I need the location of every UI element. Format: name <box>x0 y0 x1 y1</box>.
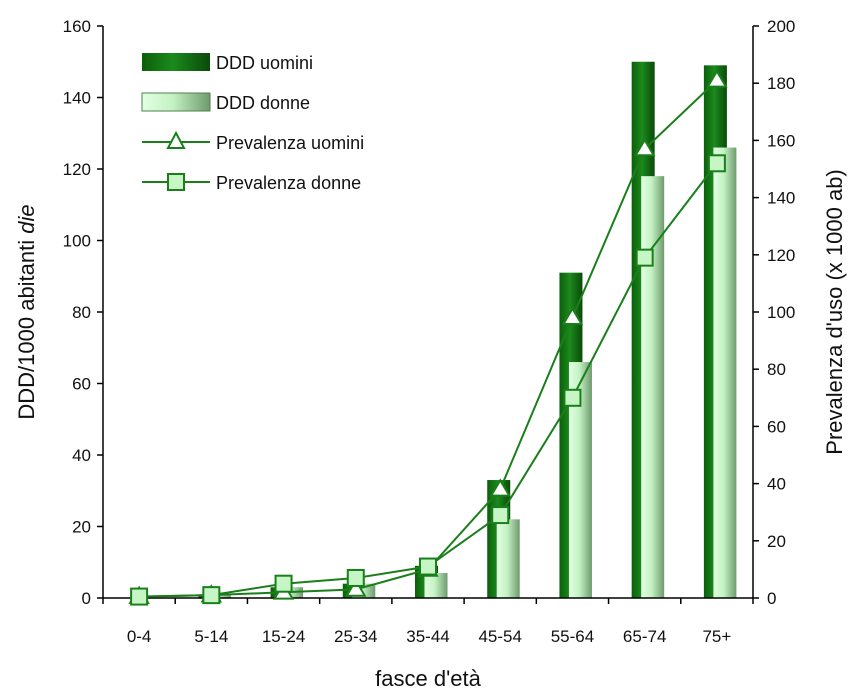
x-tick-label-4: 35-44 <box>406 627 449 646</box>
x-tick-label-3: 25-34 <box>334 627 377 646</box>
legend-label-prevalenza-uomini: Prevalenza uomini <box>216 133 364 153</box>
marker-prevalenza-uomini-8 <box>706 69 728 88</box>
marker-prevalenza-uomini-3 <box>345 578 367 597</box>
bar-ddd-donne-8 <box>713 147 737 599</box>
marker-prevalenza-donne-7 <box>635 248 654 267</box>
y-tick-right-label-7: 140 <box>767 189 795 208</box>
x-tick-label-8: 75+ <box>702 627 731 646</box>
y-tick-right-label-1: 20 <box>767 532 786 551</box>
marker-prevalenza-uomini-7 <box>633 138 656 157</box>
y-tick-left-label-6: 120 <box>63 160 91 179</box>
line-prevalenza-donne <box>139 162 718 598</box>
y-tick-left-label-3: 60 <box>72 375 91 394</box>
y-axis-right-title: Prevalenza d'uso (x 1000 ab) <box>822 169 847 454</box>
y-tick-right-label-6: 120 <box>767 246 795 265</box>
y-tick-left-label-4: 80 <box>72 303 91 322</box>
y-tick-right-label-5: 100 <box>767 303 795 322</box>
x-axis-title: fasce d'età <box>375 666 481 691</box>
y-ticks-left: 0 20 40 60 80 100 120 140 160 <box>63 17 103 608</box>
x-tick-label-7: 65-74 <box>623 627 666 646</box>
marker-prevalenza-donne-5 <box>491 506 510 525</box>
marker-prevalenza-uomini-6 <box>561 306 584 326</box>
line-prevalenza-uomini <box>139 79 718 598</box>
marker-prevalenza-donne-2 <box>274 574 293 593</box>
legend-label-ddd-donne: DDD donne <box>216 93 310 113</box>
y-axis-left-title: DDD/1000 abitanti die <box>14 204 39 419</box>
legend-marker-prevalenza-donne <box>167 173 185 191</box>
bars-ddd-donne <box>135 147 737 599</box>
x-tick-label-6: 55-64 <box>551 627 594 646</box>
y-tick-left-label-0: 0 <box>82 589 91 608</box>
x-tick-label-5: 45-54 <box>478 627 521 646</box>
legend: DDD uomini DDD donne Prevalenza uomini Prev… <box>141 53 364 193</box>
legend-marker-prevalenza-uomini <box>166 130 186 149</box>
y-tick-right-label-0: 0 <box>767 589 776 608</box>
marker-prevalenza-donne-4 <box>419 557 437 576</box>
legend-label-prevalenza-donne: Prevalenza donne <box>216 173 361 193</box>
y-tick-right-label-10: 200 <box>767 17 795 36</box>
bar-ddd-donne-7 <box>641 176 665 598</box>
marker-prevalenza-uomini-5 <box>489 478 511 497</box>
x-tick-label-1: 5-14 <box>194 627 228 646</box>
legend-swatch-ddd-donne <box>141 92 211 112</box>
y-tick-right-label-2: 40 <box>767 475 786 494</box>
y-axis-left-title-main: DDD/1000 abitanti <box>14 234 39 420</box>
legend-swatch-ddd-uomini <box>142 53 210 71</box>
marker-prevalenza-donne-3 <box>346 568 365 587</box>
bar-ddd-donne-4 <box>424 572 448 598</box>
bar-ddd-donne-5 <box>496 519 520 598</box>
x-ticks: 0-4 5-14 15-24 25-34 35-44 45-54 55-64 65-74 75+ <box>102 598 754 646</box>
y-tick-right-label-9: 180 <box>767 74 795 93</box>
marker-prevalenza-donne-0 <box>130 587 149 606</box>
bar-ddd-donne-6 <box>568 362 592 598</box>
x-tick-label-2: 15-24 <box>262 627 305 646</box>
marker-prevalenza-donne-8 <box>707 154 726 173</box>
y-tick-left-label-2: 40 <box>72 446 91 465</box>
x-tick-label-0: 0-4 <box>127 627 152 646</box>
marker-prevalenza-donne-6 <box>563 388 582 407</box>
y-tick-left-label-5: 100 <box>63 232 91 251</box>
y-tick-left-label-7: 140 <box>63 89 91 108</box>
y-axis-left-title-em: die <box>14 204 39 233</box>
marker-prevalenza-donne-1 <box>202 586 221 605</box>
y-tick-right-label-4: 80 <box>767 360 786 379</box>
y-tick-right-label-3: 60 <box>767 417 786 436</box>
legend-label-ddd-uomini: DDD uomini <box>216 53 313 73</box>
y-tick-right-label-8: 160 <box>767 131 795 150</box>
y-tick-left-label-1: 20 <box>72 518 91 537</box>
y-ticks-right: 0 20 40 60 80 100 120 140 160 180 200 <box>753 17 795 608</box>
y-tick-left-label-8: 160 <box>63 17 91 36</box>
lines-layer <box>128 69 728 606</box>
